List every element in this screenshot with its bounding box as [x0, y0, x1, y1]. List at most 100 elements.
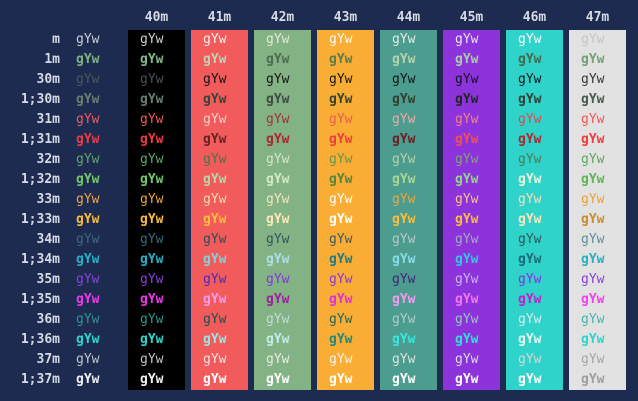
- column-header-42m: 42m: [254, 5, 317, 30]
- ansi-row-1m: 1m gYw gYw gYw gYw gYw gYw gYw gYw gYw: [4, 50, 632, 70]
- ansi-row-37m: 37m gYw gYw gYw gYw gYw gYw gYw gYw gYw: [4, 350, 632, 370]
- ansi-cell-1-35m-on-40m: gYw: [128, 290, 191, 310]
- ansi-cell-1-35m-on-45m: gYw: [443, 290, 506, 310]
- ansi-cell-1m-on-45m: gYw: [443, 50, 506, 70]
- ansi-cell-m-on-46m: gYw: [506, 30, 569, 50]
- ansi-cell-1-31m-on-47m: gYw: [569, 130, 632, 150]
- ansi-cell-30m-on-46m: gYw: [506, 70, 569, 90]
- ansi-cell-plain: gYw: [76, 232, 100, 247]
- ansi-cell-1-35m-on-44m: gYw: [380, 290, 443, 310]
- row-label: 36m: [36, 312, 60, 327]
- ansi-cell-31m-on-41m: gYw: [191, 110, 254, 130]
- ansi-cell-plain: gYw: [76, 332, 100, 347]
- row-label: 1;31m: [20, 132, 60, 147]
- column-header-41m: 41m: [191, 5, 254, 30]
- ansi-cell-m-on-41m: gYw: [191, 30, 254, 50]
- ansi-cell-m-on-43m: gYw: [317, 30, 380, 50]
- ansi-cell-1-31m-on-42m: gYw: [254, 130, 317, 150]
- ansi-cell-plain: gYw: [76, 252, 100, 267]
- ansi-cell-34m-on-41m: gYw: [191, 230, 254, 250]
- ansi-cell-1m-on-43m: gYw: [317, 50, 380, 70]
- row-label: 1;33m: [20, 212, 60, 227]
- ansi-cell-1-36m-on-42m: gYw: [254, 330, 317, 350]
- ansi-row-1-30m: 1;30m gYw gYw gYw gYw gYw gYw gYw gYw gYw: [4, 90, 632, 110]
- ansi-cell-30m-on-40m: gYw: [128, 70, 191, 90]
- ansi-cell-1m-on-41m: gYw: [191, 50, 254, 70]
- ansi-cell-1-31m-on-45m: gYw: [443, 130, 506, 150]
- column-header-row: 40m 41m 42m 43m 44m 45m 46m 47m: [4, 5, 632, 30]
- ansi-cell-1-36m-on-46m: gYw: [506, 330, 569, 350]
- row-label: 1;32m: [20, 172, 60, 187]
- ansi-cell-36m-on-41m: gYw: [191, 310, 254, 330]
- ansi-cell-1-35m-on-42m: gYw: [254, 290, 317, 310]
- ansi-cell-1-35m-on-41m: gYw: [191, 290, 254, 310]
- ansi-cell-1-33m-on-44m: gYw: [380, 210, 443, 230]
- ansi-cell-32m-on-43m: gYw: [317, 150, 380, 170]
- ansi-cell-1-37m-on-40m: gYw: [128, 370, 191, 390]
- row-label: m: [52, 32, 60, 47]
- ansi-cell-1-37m-on-42m: gYw: [254, 370, 317, 390]
- ansi-cell-1-34m-on-46m: gYw: [506, 250, 569, 270]
- ansi-cell-plain: gYw: [76, 212, 100, 227]
- ansi-cell-1-32m-on-41m: gYw: [191, 170, 254, 190]
- ansi-cell-1-34m-on-47m: gYw: [569, 250, 632, 270]
- ansi-cell-1-33m-on-43m: gYw: [317, 210, 380, 230]
- ansi-cell-1-37m-on-46m: gYw: [506, 370, 569, 390]
- ansi-cell-33m-on-42m: gYw: [254, 190, 317, 210]
- ansi-cell-37m-on-45m: gYw: [443, 350, 506, 370]
- ansi-cell-1-30m-on-42m: gYw: [254, 90, 317, 110]
- ansi-rows: m gYw gYw gYw gYw gYw gYw gYw gYw gYw 1m gYw gYw gYw g…: [4, 30, 632, 390]
- ansi-cell-35m-on-44m: gYw: [380, 270, 443, 290]
- column-header-40m: 40m: [128, 5, 191, 30]
- ansi-cell-31m-on-47m: gYw: [569, 110, 632, 130]
- column-header-46m: 46m: [506, 5, 569, 30]
- ansi-cell-31m-on-43m: gYw: [317, 110, 380, 130]
- ansi-cell-plain: gYw: [76, 172, 100, 187]
- row-label: 1;34m: [20, 252, 60, 267]
- ansi-cell-plain: gYw: [76, 352, 100, 367]
- ansi-cell-37m-on-44m: gYw: [380, 350, 443, 370]
- ansi-cell-1-32m-on-46m: gYw: [506, 170, 569, 190]
- ansi-cell-1-31m-on-46m: gYw: [506, 130, 569, 150]
- ansi-cell-1-36m-on-43m: gYw: [317, 330, 380, 350]
- ansi-cell-plain: gYw: [76, 92, 100, 107]
- ansi-cell-37m-on-47m: gYw: [569, 350, 632, 370]
- ansi-cell-1-37m-on-44m: gYw: [380, 370, 443, 390]
- header-spacer-labels: [4, 5, 60, 30]
- ansi-cell-m-on-40m: gYw: [128, 30, 191, 50]
- ansi-row-31m: 31m gYw gYw gYw gYw gYw gYw gYw gYw gYw: [4, 110, 632, 130]
- ansi-cell-34m-on-47m: gYw: [569, 230, 632, 250]
- ansi-cell-30m-on-41m: gYw: [191, 70, 254, 90]
- ansi-cell-1-32m-on-47m: gYw: [569, 170, 632, 190]
- ansi-cell-33m-on-46m: gYw: [506, 190, 569, 210]
- ansi-row-35m: 35m gYw gYw gYw gYw gYw gYw gYw gYw gYw: [4, 270, 632, 290]
- ansi-cell-plain: gYw: [76, 192, 100, 207]
- ansi-row-m: m gYw gYw gYw gYw gYw gYw gYw gYw gYw: [4, 30, 632, 50]
- ansi-cell-34m-on-43m: gYw: [317, 230, 380, 250]
- ansi-cell-1-30m-on-41m: gYw: [191, 90, 254, 110]
- ansi-cell-plain: gYw: [76, 372, 100, 387]
- ansi-cell-31m-on-46m: gYw: [506, 110, 569, 130]
- ansi-row-36m: 36m gYw gYw gYw gYw gYw gYw gYw gYw gYw: [4, 310, 632, 330]
- ansi-cell-1-34m-on-41m: gYw: [191, 250, 254, 270]
- ansi-cell-1-32m-on-45m: gYw: [443, 170, 506, 190]
- ansi-cell-34m-on-40m: gYw: [128, 230, 191, 250]
- ansi-cell-plain: gYw: [76, 52, 100, 67]
- ansi-cell-1m-on-44m: gYw: [380, 50, 443, 70]
- ansi-cell-33m-on-41m: gYw: [191, 190, 254, 210]
- ansi-row-1-34m: 1;34m gYw gYw gYw gYw gYw gYw gYw gYw gYw: [4, 250, 632, 270]
- ansi-row-1-33m: 1;33m gYw gYw gYw gYw gYw gYw gYw gYw gYw: [4, 210, 632, 230]
- row-label: 37m: [36, 352, 60, 367]
- ansi-cell-1-37m-on-41m: gYw: [191, 370, 254, 390]
- row-label: 1;35m: [20, 292, 60, 307]
- ansi-cell-35m-on-45m: gYw: [443, 270, 506, 290]
- ansi-cell-34m-on-45m: gYw: [443, 230, 506, 250]
- ansi-cell-37m-on-41m: gYw: [191, 350, 254, 370]
- ansi-cell-1-31m-on-40m: gYw: [128, 130, 191, 150]
- ansi-cell-35m-on-43m: gYw: [317, 270, 380, 290]
- ansi-cell-37m-on-43m: gYw: [317, 350, 380, 370]
- ansi-cell-32m-on-46m: gYw: [506, 150, 569, 170]
- ansi-cell-33m-on-45m: gYw: [443, 190, 506, 210]
- ansi-cell-36m-on-40m: gYw: [128, 310, 191, 330]
